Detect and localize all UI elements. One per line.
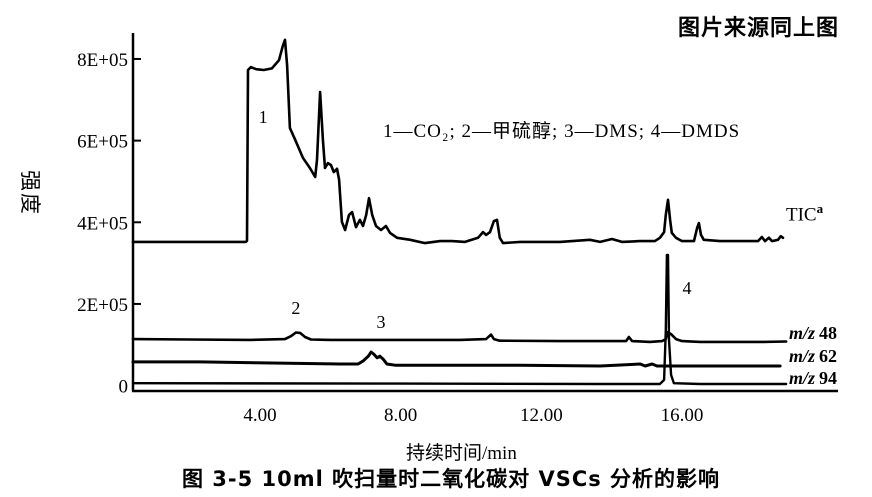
trace-tic xyxy=(131,38,785,245)
mz-value: 94 xyxy=(819,368,838,388)
tic-superscript: a xyxy=(816,201,824,216)
trace-mz62 xyxy=(131,350,782,368)
trace-mz94 xyxy=(131,253,788,386)
mz-prefix: m/z xyxy=(789,346,816,366)
y-tick-label: 2E+05 xyxy=(77,295,128,316)
y-tick-label: 0 xyxy=(119,377,129,398)
peak-legend: 1—CO₂; 2—甲硫醇; 3—DMS; 4—DMDS xyxy=(383,121,741,142)
peak-label-1: 1 xyxy=(259,107,268,127)
y-tick-label: 8E+05 xyxy=(77,50,128,71)
trace-label-tic: TICa xyxy=(786,201,823,226)
trace-label-mz62: m/z 62 xyxy=(789,346,837,367)
y-tick-label: 4E+05 xyxy=(77,213,128,234)
x-tick-label: 4.00 xyxy=(243,405,276,426)
peak-label-2: 2 xyxy=(291,298,300,318)
tic-text: TIC xyxy=(786,204,817,226)
y-tick-label: 6E+05 xyxy=(77,132,128,153)
x-axis-title: 持续时间/min xyxy=(406,443,517,464)
peak-label-3: 3 xyxy=(376,312,385,332)
source-note: 图片来源同上图 xyxy=(677,16,839,41)
peak-label-4: 4 xyxy=(682,278,691,298)
trace-label-mz48: m/z 48 xyxy=(789,323,837,344)
y-axis-title: 强度 xyxy=(18,170,42,216)
mz-value: 62 xyxy=(819,346,838,366)
mz-value: 48 xyxy=(819,323,838,343)
x-tick-label: 8.00 xyxy=(384,405,417,426)
figure-caption: 图 3-5 10ml 吹扫量时二氧化碳对 VSCs 分析的影响 xyxy=(181,467,721,491)
trace-label-mz94: m/z 94 xyxy=(789,368,837,389)
mz-prefix: m/z xyxy=(789,323,816,343)
mz-prefix: m/z xyxy=(789,368,816,388)
trace-mz48 xyxy=(131,330,788,344)
x-tick-label: 12.00 xyxy=(520,405,563,426)
x-tick-label: 16.00 xyxy=(661,405,704,426)
